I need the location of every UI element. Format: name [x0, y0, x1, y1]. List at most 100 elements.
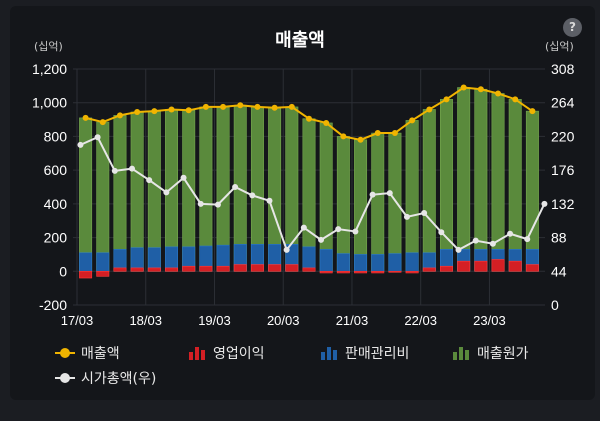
bar-cogs — [354, 139, 368, 272]
bar-operating-profit — [457, 260, 471, 272]
point-market-cap — [421, 210, 428, 217]
point-revenue — [220, 103, 227, 110]
bar-operating-profit — [422, 267, 436, 272]
point-market-cap — [266, 197, 273, 204]
bar-cogs — [405, 120, 419, 272]
y2-tick-label: 132 — [551, 196, 575, 212]
legend-item-market-cap[interactable]: 시가총액(우) — [55, 368, 156, 388]
bar-sga — [96, 252, 110, 272]
point-market-cap — [249, 192, 256, 199]
point-market-cap — [472, 237, 479, 244]
point-market-cap — [77, 141, 84, 148]
bar-cogs — [319, 122, 333, 272]
bar-operating-profit — [354, 270, 368, 274]
bar-operating-profit — [268, 264, 282, 272]
point-revenue — [202, 103, 209, 110]
y-tick-label: 600 — [44, 162, 68, 178]
bar-operating-profit — [130, 267, 144, 272]
point-revenue — [82, 114, 89, 121]
bar-operating-profit — [165, 267, 179, 272]
point-revenue — [340, 133, 347, 140]
bar-operating-profit — [233, 264, 247, 272]
left-axis-unit: (십억) — [34, 40, 63, 53]
y-tick-label: -200 — [39, 297, 67, 313]
point-revenue — [512, 96, 519, 103]
bar-icon — [187, 346, 207, 360]
x-tick-label: 17/03 — [61, 313, 94, 328]
bar-icon — [451, 346, 471, 360]
legend-label: 매출원가 — [477, 346, 529, 362]
bar-operating-profit — [319, 270, 333, 274]
bar-cogs — [147, 110, 161, 272]
bar-operating-profit — [302, 267, 316, 272]
point-market-cap — [232, 184, 239, 190]
y2-tick-label: 44 — [551, 263, 567, 279]
point-market-cap — [94, 134, 101, 141]
bar-sga — [371, 254, 385, 272]
point-market-cap — [163, 189, 170, 196]
bar-cogs — [113, 115, 127, 272]
point-market-cap — [541, 200, 548, 207]
point-revenue — [529, 108, 536, 115]
point-revenue — [409, 117, 416, 124]
legend-label: 영업이익 — [213, 346, 265, 362]
help-icon[interactable]: ? — [563, 18, 582, 37]
point-market-cap — [386, 190, 393, 197]
point-market-cap — [507, 230, 514, 237]
point-market-cap — [335, 226, 342, 233]
x-tick-label: 18/03 — [129, 313, 162, 328]
bar-operating-profit — [371, 270, 385, 274]
bar-operating-profit — [182, 265, 196, 272]
y-tick-label: 800 — [44, 128, 68, 144]
legend-item-sga[interactable]: 판매관리비 — [319, 343, 409, 363]
legend-item-revenue[interactable]: 매출액 — [55, 343, 120, 363]
bar-sga — [336, 253, 350, 272]
point-market-cap — [300, 224, 307, 231]
point-revenue — [374, 130, 381, 137]
point-revenue — [495, 90, 502, 97]
series-line-market-cap — [80, 135, 546, 252]
point-revenue — [254, 103, 261, 110]
legend-item-cogs[interactable]: 매출원가 — [451, 343, 529, 363]
point-market-cap — [352, 228, 359, 235]
bar-operating-profit — [147, 267, 161, 272]
x-tick-label: 19/03 — [198, 313, 231, 328]
point-market-cap — [146, 177, 153, 184]
bar-operating-profit — [250, 264, 264, 272]
point-revenue — [151, 108, 158, 115]
bar-operating-profit — [388, 270, 402, 273]
bar-sga — [405, 252, 419, 272]
bar-sga — [79, 252, 93, 272]
y-tick-label: 200 — [44, 230, 68, 246]
point-market-cap — [438, 229, 445, 236]
point-market-cap — [128, 165, 135, 172]
bar-cogs — [508, 99, 522, 272]
point-revenue — [116, 112, 123, 119]
bar-operating-profit — [508, 260, 522, 272]
bar-operating-profit — [285, 264, 299, 272]
bar-operating-profit — [439, 265, 453, 272]
bar-cogs — [422, 109, 436, 272]
bar-cogs — [388, 132, 402, 272]
point-revenue — [288, 103, 295, 110]
point-market-cap — [197, 200, 204, 207]
point-revenue — [460, 84, 467, 91]
y2-tick-label: 0 — [551, 297, 559, 313]
point-revenue — [391, 130, 398, 137]
point-revenue — [323, 119, 330, 126]
point-market-cap — [489, 240, 496, 247]
legend-item-operating-profit[interactable]: 영업이익 — [187, 343, 265, 363]
point-revenue — [271, 104, 278, 111]
bar-operating-profit — [491, 259, 505, 272]
point-revenue — [237, 102, 244, 109]
x-tick-label: 20/03 — [267, 313, 300, 328]
point-market-cap — [214, 201, 221, 208]
y-tick-label: 1,000 — [32, 95, 67, 111]
bar-operating-profit — [199, 265, 213, 272]
chart-title: 매출액 — [275, 30, 325, 51]
bar-operating-profit — [474, 260, 488, 272]
point-market-cap — [111, 167, 118, 174]
point-market-cap — [318, 236, 325, 243]
point-revenue — [185, 107, 192, 114]
bar-operating-profit — [113, 267, 127, 272]
